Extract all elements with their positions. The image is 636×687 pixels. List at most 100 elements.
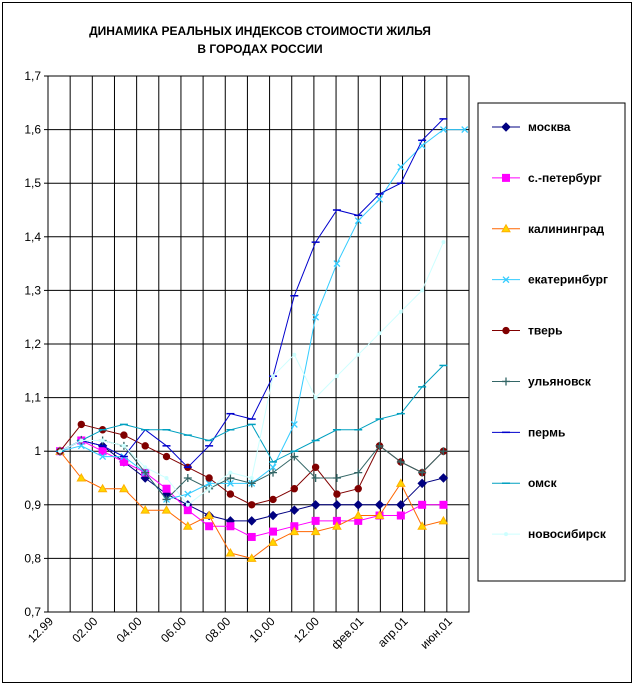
data-point	[374, 510, 385, 520]
y-tick-label: 0,7	[24, 605, 41, 619]
x-tick-label: апр.01	[375, 614, 411, 650]
data-point	[292, 352, 297, 357]
data-point	[185, 502, 190, 507]
legend-box	[477, 102, 626, 582]
legend-entry: москва	[492, 120, 571, 134]
data-point	[311, 516, 320, 525]
data-point	[332, 474, 341, 482]
legend-entry: калининград	[492, 222, 605, 236]
legend-marker	[502, 173, 510, 182]
data-point	[310, 500, 321, 510]
legend-label: калининград	[528, 222, 605, 236]
y-tick-label: 1,4	[24, 230, 41, 244]
data-point	[226, 522, 235, 531]
data-point	[333, 490, 341, 498]
data-point	[120, 431, 128, 439]
data-point	[289, 526, 300, 536]
data-point	[269, 468, 278, 477]
data-point	[271, 374, 276, 379]
data-point	[228, 470, 233, 475]
data-point	[141, 442, 149, 450]
data-point	[226, 490, 235, 498]
x-tick-label: 10.00	[247, 614, 278, 645]
data-point	[398, 309, 403, 314]
data-point	[332, 521, 342, 530]
data-point	[162, 452, 171, 461]
data-point	[310, 526, 321, 536]
legend-entry: ульяновск	[492, 374, 592, 388]
legend-marker	[502, 276, 510, 284]
data-point	[205, 479, 213, 487]
legend-label: ульяновск	[528, 374, 592, 388]
data-point	[417, 521, 427, 530]
legend-label: омск	[528, 476, 558, 490]
y-tick-label: 1,1	[24, 391, 41, 405]
y-tick-label: 1,7	[24, 69, 41, 83]
data-point	[100, 438, 105, 443]
legend-marker	[501, 122, 511, 132]
data-point	[354, 217, 362, 225]
legend-label: новосибирск	[528, 527, 607, 541]
legend-entry: с.-петербург	[492, 171, 602, 185]
data-point	[269, 463, 277, 471]
data-point	[397, 163, 405, 171]
legend-label: екатеринбург	[528, 273, 608, 287]
chart-title-line-2: В ГОРОДАХ РОССИИ	[197, 42, 323, 56]
data-point	[289, 505, 300, 515]
data-point	[439, 447, 448, 456]
data-point	[269, 495, 277, 504]
x-tick-label: июн.01	[417, 614, 455, 652]
legend-entry: тверь	[492, 324, 562, 338]
legend: москва с.-петербург калининград екатеринбур…	[477, 102, 626, 582]
data-point	[396, 511, 405, 520]
y-tick-label: 1	[34, 444, 41, 458]
data-point	[268, 537, 278, 546]
series-line	[59, 129, 465, 500]
data-point	[58, 449, 62, 454]
data-point	[439, 500, 448, 509]
data-point	[97, 483, 108, 493]
data-point	[143, 465, 148, 470]
data-point	[461, 126, 469, 134]
data-point	[420, 288, 425, 293]
data-point	[183, 506, 192, 515]
data-point	[162, 484, 171, 493]
data-point	[313, 395, 318, 400]
data-point	[248, 501, 256, 509]
legend-label: тверь	[528, 324, 562, 338]
data-point	[396, 500, 406, 510]
x-tick-label: 06.00	[158, 614, 189, 645]
data-point	[312, 313, 320, 321]
data-point	[141, 468, 150, 477]
data-point	[311, 463, 320, 471]
data-point	[375, 441, 384, 450]
data-point	[121, 443, 126, 448]
data-point	[164, 476, 169, 480]
data-point	[205, 474, 213, 482]
series-8	[56, 364, 448, 463]
legend-entry: пермь	[492, 425, 565, 439]
data-point	[269, 527, 278, 536]
chart-title-line-1: ДИНАМИКА РЕАЛЬНЫХ ИНДЕКСОВ СТОИМОСТИ ЖИЛ…	[89, 24, 431, 38]
data-point	[353, 500, 363, 510]
data-point	[353, 510, 364, 520]
legend-marker	[504, 532, 508, 537]
data-point	[290, 452, 299, 461]
legend-entry: новосибирск	[492, 527, 607, 541]
data-point	[356, 352, 361, 357]
data-point	[354, 468, 363, 477]
data-point	[182, 521, 193, 530]
data-point	[246, 553, 257, 562]
x-tick-label: 02.00	[69, 614, 100, 645]
data-point	[374, 500, 385, 510]
x-tick-label: 04.00	[114, 614, 145, 645]
data-point	[77, 442, 85, 450]
data-point	[204, 510, 214, 520]
legend-marker	[502, 377, 510, 386]
data-point	[438, 473, 449, 483]
legend-label: москва	[528, 120, 571, 134]
data-point	[311, 474, 320, 482]
data-point	[99, 453, 107, 461]
data-point	[290, 420, 298, 428]
